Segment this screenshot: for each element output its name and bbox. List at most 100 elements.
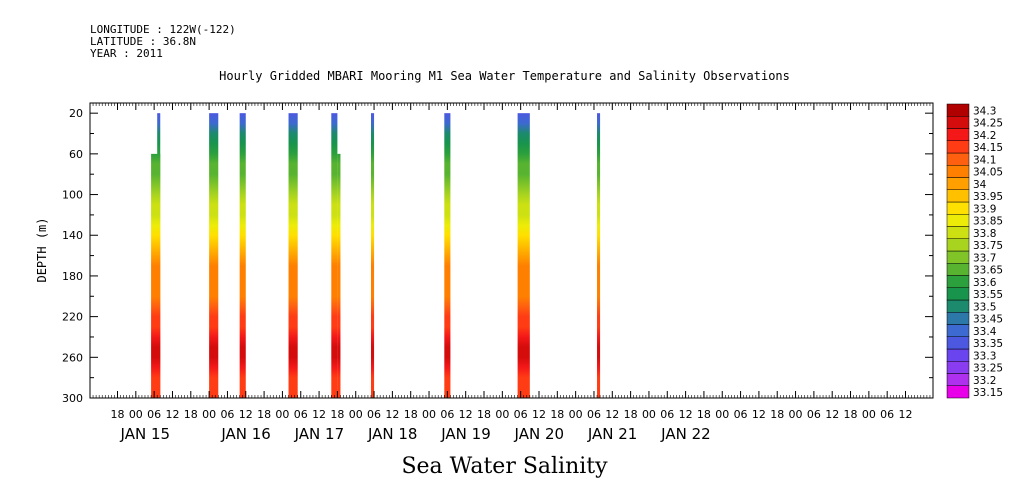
data-region [151,113,601,398]
salinity-block-8 [517,113,530,398]
x-hour-label: 06 [660,408,674,421]
x-hour-label: 06 [440,408,454,421]
colorbar-swatch-33.75 [946,238,970,252]
latitude-label: LATITUDE : 36.8N [90,35,196,48]
salinity-block-6 [371,113,375,398]
colorbar-label: 33.25 [973,363,1003,375]
colorbar-label: 33.9 [973,203,996,215]
colorbar-label: 33.15 [973,387,1003,399]
colorbar-swatch-34.25 [946,116,970,129]
y-tick-label-140: 140 [62,229,83,242]
colorbar-swatch-34.3 [946,103,970,117]
x-hour-label: 12 [532,408,546,421]
x-hour-label: 00 [862,408,876,421]
x-day-label: JAN 22 [660,425,711,443]
x-hour-label: 06 [220,408,234,421]
x-hour-label: 00 [642,408,656,421]
x-hour-label: 18 [550,408,564,421]
x-hour-label: 18 [770,408,784,421]
colorbar-swatch-34.2 [946,128,970,141]
x-hour-label: 00 [129,408,143,421]
colorbar-label: 34.05 [973,167,1003,179]
colorbar-swatch-34 [946,177,970,190]
x-hour-label: 18 [257,408,271,421]
colorbar-swatch-33.4 [946,324,970,337]
year-label: YEAR : 2011 [90,47,163,60]
colorbar-swatch-33.85 [946,214,970,227]
x-hour-label: 06 [880,408,894,421]
x-hour-label: 18 [477,408,491,421]
colorbar-swatch-33.65 [946,263,970,276]
x-hour-label: 12 [165,408,179,421]
x-hour-label: 12 [825,408,839,421]
x-hour-label: 12 [605,408,619,421]
footer-title: Sea Water Salinity [401,454,608,479]
salinity-block-7 [444,113,451,398]
salinity-block-2 [209,113,219,398]
colorbar-swatch-33.6 [946,275,970,288]
colorbar-label: 33.4 [973,326,997,338]
colorbar-label: 33.75 [973,240,1003,252]
colorbar-swatch-33.3 [946,348,970,362]
x-day-label: JAN 16 [220,425,271,443]
x-hour-label: 12 [239,408,253,421]
x-hour-label: 00 [422,408,436,421]
salinity-block-5 [331,113,338,398]
colorbar-swatch-34.15 [946,140,970,154]
x-hour-label: 00 [349,408,363,421]
colorbar-swatch-33.9 [946,201,970,215]
colorbar-label: 33.55 [973,289,1003,301]
x-hour-label: 00 [495,408,509,421]
colorbar-swatch-33.7 [946,250,970,264]
x-hour-label: 12 [752,408,766,421]
x-hour-label: 06 [587,408,601,421]
colorbar-label: 33.45 [973,314,1003,326]
colorbar-label: 34.25 [973,118,1003,130]
longitude-label: LONGITUDE : 122W(-122) [90,23,236,36]
salinity-block-4 [288,113,298,398]
colorbar-swatch-34.05 [946,165,970,178]
colorbar-swatch-33.95 [946,189,970,203]
salinity-block-5-step [337,153,341,398]
x-hour-label: 18 [110,408,124,421]
y-tick-label-220: 220 [62,311,83,324]
colorbar-label: 33.35 [973,338,1003,350]
colorbar-swatch-33.15 [946,385,970,399]
colorbar-swatch-33.25 [946,361,970,374]
salinity-block-1 [151,153,161,398]
x-hour-label: 18 [184,408,198,421]
x-hour-label: 00 [569,408,583,421]
colorbar-label: 34.15 [973,142,1003,154]
x-hour-label: 06 [294,408,308,421]
x-hour-label: 18 [697,408,711,421]
colorbar-swatch-33.35 [946,336,970,350]
y-tick-label-180: 180 [62,270,83,283]
colorbar-label: 34 [973,179,987,191]
colorbar-swatch-33.45 [946,312,970,325]
colorbar-label: 33.5 [973,301,996,313]
x-day-label: JAN 15 [120,425,171,443]
colorbar-label: 33.85 [973,216,1003,228]
x-hour-label: 06 [734,408,748,421]
axes: 20 60 100 140 180 220 260 300 18 00 06 12 18 00 06 12 18… [62,103,934,443]
colorbar-swatch-33.8 [946,226,970,239]
x-hour-label: 06 [367,408,381,421]
y-tick-label-300: 300 [62,392,83,405]
salinity-block-3 [239,113,246,398]
x-hour-label: 06 [807,408,821,421]
colorbar: 33.1533.233.2533.333.3533.433.4533.533.5… [946,103,1003,399]
x-day-label: JAN 21 [587,425,638,443]
y-tick-label-100: 100 [62,189,83,202]
x-hour-label: 12 [679,408,693,421]
colorbar-swatch-33.55 [946,287,970,301]
x-hour-label: 06 [514,408,528,421]
colorbar-label: 33.2 [973,375,996,387]
colorbar-label: 33.95 [973,191,1003,203]
x-hour-label: 12 [459,408,473,421]
x-day-label: JAN 19 [440,425,491,443]
x-day-label: JAN 17 [294,425,345,443]
colorbar-label: 33.8 [973,228,996,240]
x-day-label: JAN 20 [514,425,565,443]
colorbar-label: 34.1 [973,154,996,166]
